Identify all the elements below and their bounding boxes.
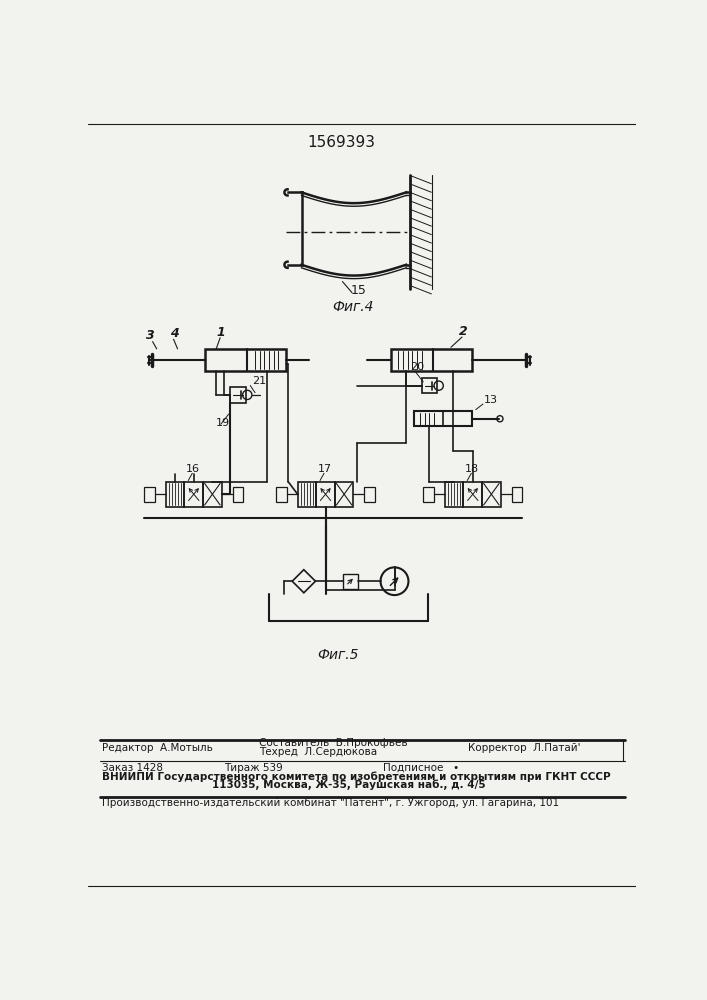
Text: 20: 20 bbox=[410, 362, 424, 372]
Text: Составитель  В.Прокофьев: Составитель В.Прокофьев bbox=[259, 738, 407, 748]
Text: 4: 4 bbox=[170, 327, 178, 340]
Bar bbox=[512, 487, 522, 502]
Bar bbox=[423, 487, 434, 502]
Bar bbox=[482, 482, 501, 507]
Text: 15: 15 bbox=[351, 284, 366, 297]
Text: Фиг.5: Фиг.5 bbox=[317, 648, 358, 662]
Bar bbox=[464, 482, 482, 507]
Bar bbox=[414, 411, 472, 426]
Text: ВНИИПИ Государственного комитета по изобретениям и открытиям при ГКНТ СССР: ВНИИПИ Государственного комитета по изоб… bbox=[103, 771, 611, 782]
Bar bbox=[204, 349, 286, 371]
Bar bbox=[335, 482, 354, 507]
Bar bbox=[166, 482, 185, 507]
Text: Корректор  Л.Патай': Корректор Л.Патай' bbox=[468, 743, 580, 753]
Text: Редактор  А.Мотыль: Редактор А.Мотыль bbox=[103, 743, 214, 753]
Text: Производственно-издательский комбинат "Патент", г. Ужгород, ул. Гагарина, 101: Производственно-издательский комбинат "П… bbox=[103, 798, 559, 808]
Bar bbox=[230, 387, 246, 403]
Bar bbox=[316, 482, 335, 507]
Text: 1569393: 1569393 bbox=[307, 135, 375, 150]
Bar bbox=[364, 487, 375, 502]
Bar bbox=[445, 482, 464, 507]
Text: 19: 19 bbox=[216, 418, 230, 428]
Text: 113035, Москва, Ж-35, Раушская наб., д. 4/5: 113035, Москва, Ж-35, Раушская наб., д. … bbox=[212, 780, 486, 790]
Text: Техред  Л.Сердюкова: Техред Л.Сердюкова bbox=[259, 747, 377, 757]
Text: Тираж 539: Тираж 539 bbox=[224, 763, 283, 773]
Text: 1: 1 bbox=[216, 326, 225, 339]
Text: 17: 17 bbox=[317, 464, 332, 474]
Bar bbox=[144, 487, 155, 502]
Text: 2: 2 bbox=[459, 325, 467, 338]
Text: 3: 3 bbox=[146, 329, 156, 342]
Bar bbox=[421, 378, 437, 393]
Text: Заказ 1428: Заказ 1428 bbox=[103, 763, 163, 773]
Bar bbox=[391, 349, 472, 371]
Text: Подписное   •: Подписное • bbox=[383, 763, 459, 773]
Bar bbox=[343, 574, 358, 589]
Bar bbox=[233, 487, 243, 502]
Bar bbox=[298, 482, 316, 507]
Text: Фиг.4: Фиг.4 bbox=[332, 300, 374, 314]
Text: 13: 13 bbox=[484, 395, 498, 405]
Text: 16: 16 bbox=[186, 464, 200, 474]
Bar bbox=[203, 482, 222, 507]
Bar bbox=[276, 487, 287, 502]
Bar bbox=[185, 482, 203, 507]
Text: 18: 18 bbox=[465, 464, 479, 474]
Text: 21: 21 bbox=[252, 376, 266, 386]
